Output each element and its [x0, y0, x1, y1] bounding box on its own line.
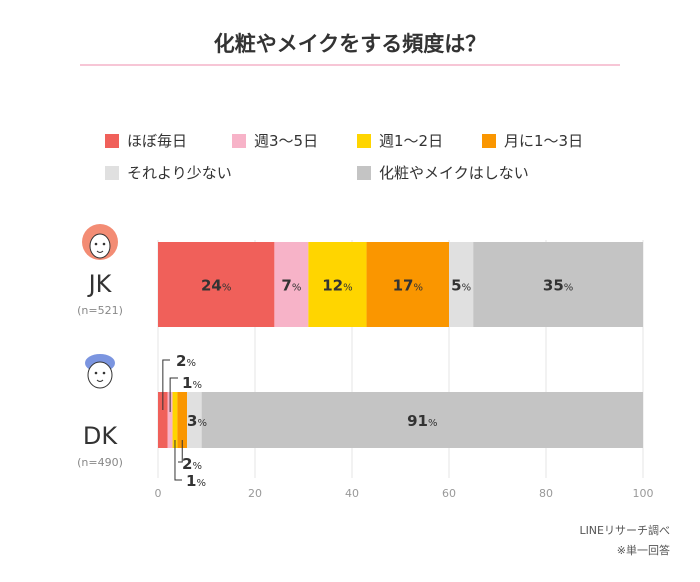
legend-item: 週3〜5日	[232, 130, 318, 151]
category-label: DK	[83, 422, 118, 450]
x-tick-label: 80	[539, 487, 553, 500]
title-underline	[80, 64, 620, 66]
callout-line	[162, 359, 170, 410]
bar-segment	[449, 242, 474, 327]
bar-segment	[201, 392, 643, 448]
legend-label: 化粧やメイクはしない	[379, 164, 529, 182]
legend-swatch	[482, 133, 496, 148]
bar-segment	[158, 392, 168, 448]
callout-line	[178, 440, 183, 463]
girl-face-icon	[82, 224, 118, 260]
legend-label: それより少ない	[127, 164, 232, 182]
boy-face-icon	[85, 354, 115, 389]
legend-swatch	[357, 133, 371, 148]
legend-label: 週3〜5日	[254, 132, 319, 150]
x-tick-label: 60	[442, 487, 456, 500]
bar-segment	[177, 392, 188, 448]
answer-note: ※単一回答	[616, 544, 670, 557]
legend-swatch	[105, 165, 119, 180]
source-note: LINEリサーチ調べ	[579, 524, 670, 537]
bar-segment	[473, 242, 643, 327]
bar-segment	[187, 392, 202, 448]
legend-item: 月に1〜3日	[482, 130, 583, 151]
sample-size: (n=521)	[77, 304, 123, 317]
x-tick-label: 40	[345, 487, 359, 500]
bar-segment	[158, 242, 275, 327]
legend-item: ほぼ毎日	[105, 130, 187, 151]
x-tick-label: 100	[633, 487, 654, 500]
legend-item: 化粧やメイクはしない	[357, 162, 529, 183]
legend-item: それより少ない	[105, 162, 232, 183]
bar-segment	[366, 242, 449, 327]
legend-label: 週1〜2日	[379, 132, 444, 150]
legend-swatch	[232, 133, 246, 148]
x-tick-label: 0	[155, 487, 162, 500]
bar-segment	[308, 242, 367, 327]
legend-swatch	[105, 133, 119, 148]
callout-line	[169, 377, 178, 412]
legend-swatch	[357, 165, 371, 180]
x-tick-label: 20	[248, 487, 262, 500]
data-label: 2%	[176, 352, 196, 370]
bar-segment	[167, 392, 173, 448]
bar-segment	[274, 242, 309, 327]
sample-size: (n=490)	[77, 456, 123, 469]
legend-label: ほぼ毎日	[127, 132, 188, 150]
legend-item: 週1〜2日	[357, 130, 443, 151]
callout-line	[174, 440, 182, 481]
legend-label: 月に1〜3日	[504, 132, 584, 150]
category-label: JK	[87, 270, 113, 298]
data-label: 2%	[182, 455, 202, 473]
data-label: 1%	[182, 374, 202, 392]
bar-segment	[172, 392, 178, 448]
chart-title: 化粧やメイクをする頻度は？	[213, 32, 487, 56]
data-label: 1%	[186, 472, 206, 490]
